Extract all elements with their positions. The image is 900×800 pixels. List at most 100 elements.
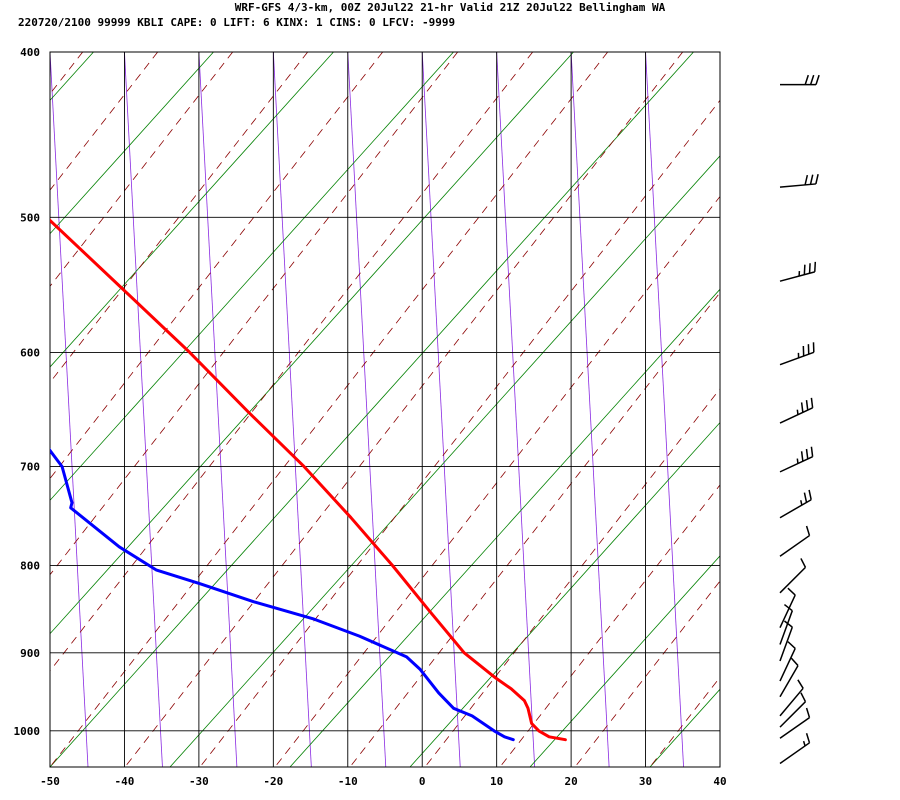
temperature-profile: [50, 218, 567, 742]
wind-barb: [779, 489, 812, 519]
moist-adiabat-line: [875, 52, 900, 767]
wind-barb: [779, 692, 807, 728]
wind-barb-staff: [779, 687, 804, 717]
axis-ticks: -50 -40 -30 -20 -10 0 10 20 30 40 400 500 600 700 800 9…: [14, 46, 727, 788]
wind-barb: [779, 525, 811, 557]
wind-barb-feather: [809, 174, 814, 185]
wind-barb-feather: [796, 409, 799, 415]
wind-barb: [779, 733, 811, 765]
isotherm-line: [421, 52, 461, 767]
moist-adiabat-line: [50, 52, 459, 576]
x-tick-label: -20: [263, 775, 283, 788]
isotherm-line: [347, 52, 387, 767]
dry-adiabat-line: [50, 52, 694, 767]
wind-barb-staff: [779, 534, 810, 557]
wind-barb-feather: [783, 620, 793, 628]
dry-adiabat-line: [50, 52, 334, 368]
isotherm-line: [570, 52, 610, 767]
moist-adiabat-line: [349, 291, 720, 767]
wind-barb: [780, 74, 820, 86]
y-tick-label: 1000: [14, 725, 41, 738]
moist-adiabat-line: [50, 52, 534, 672]
moist-adiabat-line: [499, 484, 720, 767]
wind-barb-feather: [810, 397, 814, 408]
wind-barb-feather: [797, 679, 804, 689]
wind-barb-feather: [814, 261, 817, 272]
wind-barb-staff: [779, 594, 796, 628]
y-tick-label: 700: [20, 461, 40, 474]
x-tick-label: 20: [564, 775, 577, 788]
wind-barb: [779, 620, 794, 662]
dry-adiabat-line: [890, 52, 900, 767]
wind-barb-feather: [800, 402, 804, 413]
wind-barb-feather: [805, 707, 811, 718]
wind-barb-feather: [804, 74, 810, 85]
moist-adiabat-line: [50, 52, 384, 480]
wind-barb-staff: [779, 701, 806, 728]
wind-barb-staff: [779, 351, 815, 366]
plot-frame: [49, 51, 721, 768]
wind-barb-staff: [779, 407, 813, 424]
isotherm-line: [272, 52, 312, 767]
wind-barb: [779, 446, 814, 473]
x-tick-label: 40: [713, 775, 726, 788]
x-tick-label: 10: [490, 775, 503, 788]
wind-barb-staff: [779, 183, 816, 188]
moist-adiabat-line: [649, 676, 720, 767]
moist-adiabat-line: [0, 52, 8, 767]
isotherm-line: [645, 52, 684, 767]
wind-barb-feather: [804, 174, 809, 186]
x-tick-label: -50: [40, 775, 60, 788]
wind-barb: [779, 707, 811, 739]
wind-barbs: [779, 74, 820, 765]
wind-barb: [779, 587, 796, 628]
wind-barb: [779, 342, 815, 366]
wind-barb-feather: [800, 500, 803, 506]
wind-barb-feather: [787, 587, 796, 596]
wind-barb: [779, 558, 807, 594]
wind-barb-feather: [808, 263, 811, 274]
wind-barb: [779, 397, 814, 424]
wind-barb-feather: [809, 74, 815, 85]
moist-adiabat-line: [274, 195, 720, 767]
isotherm-line: [124, 52, 163, 767]
wind-barb-staff: [779, 626, 794, 662]
isotherm-line: [198, 52, 238, 767]
wind-barb-staff: [779, 455, 813, 473]
x-tick-label: -30: [189, 775, 209, 788]
wind-barb: [779, 261, 817, 282]
wind-barb-feather: [783, 603, 793, 612]
moist-adiabat-line: [424, 388, 720, 767]
dry-adiabat-line: [50, 52, 454, 501]
wind-barb-staff: [779, 271, 815, 282]
moist-adiabat-line: [50, 52, 609, 767]
dry-adiabat-line: [409, 421, 720, 767]
wind-barb-staff: [779, 648, 796, 682]
wind-barb-feather: [800, 451, 804, 462]
isotherm-line: [869, 52, 900, 767]
wind-barb-feather: [808, 489, 812, 500]
wind-barb-staff: [779, 499, 812, 519]
x-tick-label: 30: [639, 775, 652, 788]
wind-barb-feather: [805, 733, 811, 744]
wind-barb-feather: [803, 492, 808, 503]
isotherm-line: [50, 52, 89, 767]
profiles: [50, 218, 567, 742]
x-tick-label: -10: [338, 775, 358, 788]
wind-barb-staff: [779, 716, 810, 739]
wind-barb-feather: [790, 657, 799, 667]
isotherm-line: [719, 52, 720, 60]
wind-barb-feather: [815, 174, 819, 185]
wind-barb-feather: [800, 558, 807, 568]
dry-adiabat-line: [50, 52, 574, 635]
moist-adiabat-line: [800, 52, 900, 767]
y-tick-label: 500: [20, 211, 40, 224]
moist-adiabat-line: [725, 52, 900, 767]
wind-barb-staff: [779, 610, 794, 645]
wind-barb-feather: [805, 525, 811, 536]
wind-barb-staff: [779, 742, 810, 765]
y-tick-label: 400: [20, 46, 40, 59]
y-tick-label: 600: [20, 346, 40, 359]
dry-adiabat-line: [289, 288, 720, 767]
